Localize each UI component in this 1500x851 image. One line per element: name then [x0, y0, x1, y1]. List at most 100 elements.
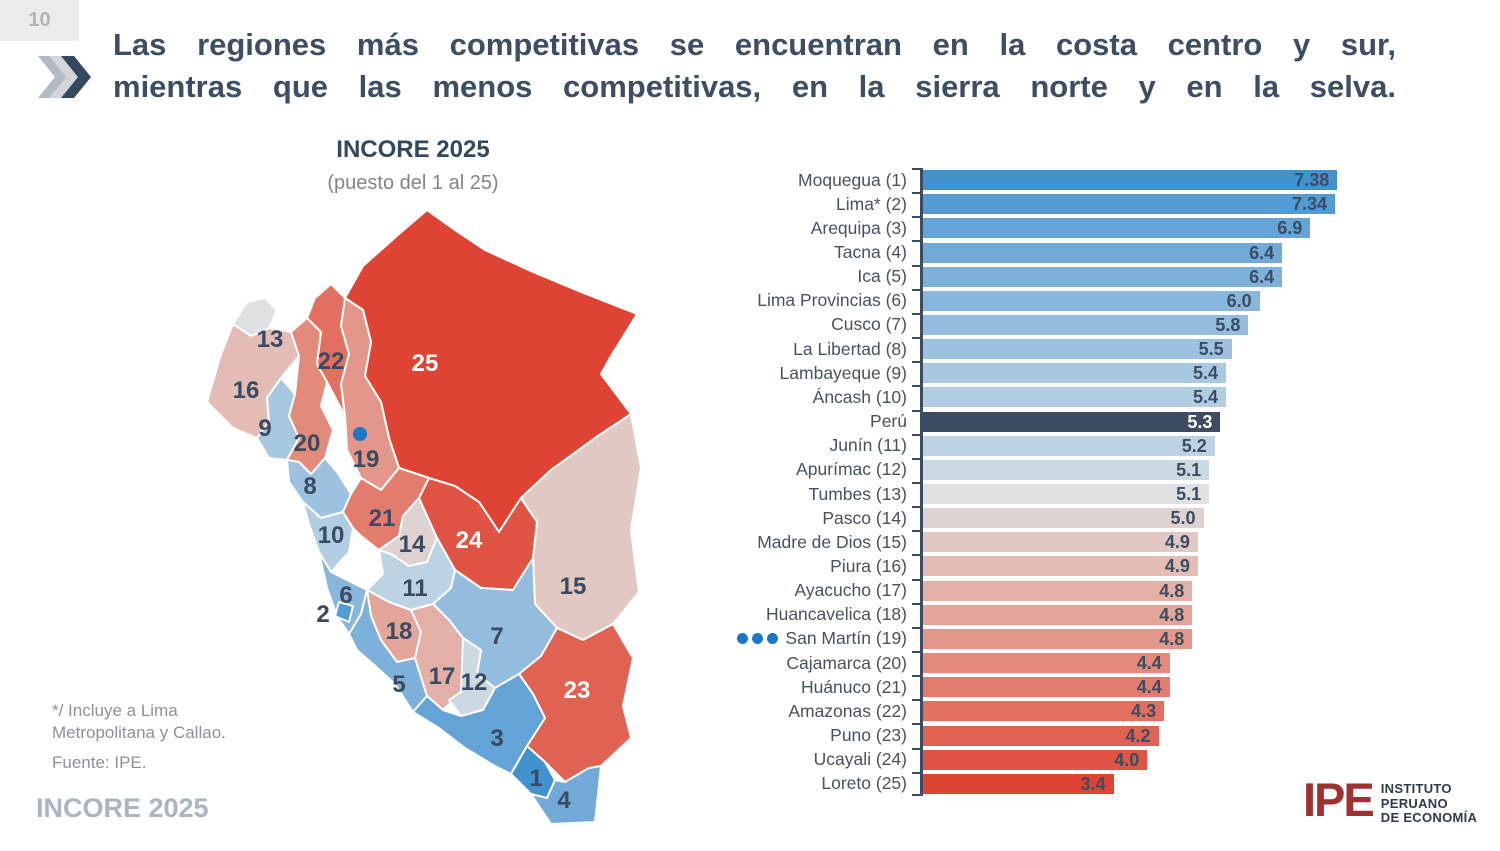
bar-value: 6.4 — [1249, 242, 1275, 263]
map-region-number-11: 11 — [402, 575, 427, 602]
chart-axis-tick — [912, 651, 920, 653]
bar-label-text: Huancavelica (18) — [765, 604, 907, 625]
footnote-source: Fuente: IPE. — [52, 753, 147, 772]
map-region-number-10: 10 — [318, 522, 345, 549]
bar-value: 6.4 — [1249, 266, 1275, 287]
bar: 4.9 — [922, 556, 1198, 577]
bar-label: Huancavelica (18) — [648, 604, 907, 625]
bar: 4.8 — [922, 580, 1193, 601]
map-region-number-4: 4 — [557, 787, 571, 814]
bar: 5.0 — [922, 508, 1204, 529]
slide-title-line1: Las regiones más competitivas se encuent… — [113, 27, 1396, 62]
bar-label-text: La Libertad (8) — [793, 338, 907, 359]
bar-value: 4.4 — [1136, 677, 1162, 698]
bar: 4.4 — [922, 653, 1170, 674]
bar-label: Apurímac (12) — [648, 459, 907, 480]
chart-axis-tick — [912, 626, 920, 629]
chart-axis-tick — [912, 312, 920, 315]
bar-label: Lambayeque (9) — [648, 363, 907, 383]
bar-value: 4.9 — [1164, 556, 1190, 577]
bar-label: San Martín (19) — [648, 628, 907, 649]
bar: 5.4 — [922, 387, 1226, 408]
map-region-lima — [334, 601, 354, 623]
bar: 5.8 — [922, 314, 1249, 335]
chart-axis-tick — [912, 433, 920, 436]
bar: 7.38 — [922, 170, 1338, 191]
map-region-cajamarca — [286, 317, 334, 475]
map-subtitle: (puesto del 1 al 25) — [327, 172, 499, 194]
map-region-number-18: 18 — [386, 618, 413, 645]
bar-value: 5.1 — [1176, 484, 1202, 505]
bar-label: Moquegua (1) — [648, 170, 907, 190]
bar-value: 4.3 — [1131, 701, 1157, 722]
map-region-la-libertad — [286, 457, 352, 519]
map-region-number-7: 7 — [490, 623, 503, 650]
map-region-number-2: 2 — [316, 601, 329, 628]
slide-title-line2: mientras que las menos competitivas, en … — [113, 69, 1396, 104]
map-region-arequipa — [412, 673, 546, 775]
chart-axis-tick — [912, 554, 920, 557]
bar: 5.1 — [922, 459, 1210, 480]
san-martin-highlight-dots-icon — [737, 633, 779, 645]
page-number-text: 10 — [28, 9, 51, 31]
map-region-number-19: 19 — [353, 446, 380, 473]
bar: 5.2 — [922, 435, 1215, 456]
bar-value: 3.4 — [1080, 773, 1106, 794]
chart-axis-tick — [912, 699, 920, 702]
bar-value: 6.9 — [1277, 218, 1303, 239]
bar-value: 5.5 — [1198, 339, 1224, 360]
map-region-number-16: 16 — [233, 377, 260, 404]
chart-axis-tick — [912, 481, 920, 484]
bar-value: 5.2 — [1181, 435, 1207, 456]
bar: 4.9 — [922, 532, 1198, 553]
bar-label: Pasco (14) — [648, 508, 907, 528]
bar-label: Tacna (4) — [648, 242, 907, 263]
bar-label: La Libertad (8) — [648, 339, 907, 359]
bar-label-text: Cajamarca (20) — [786, 652, 907, 673]
bar-value: 4.4 — [1136, 653, 1162, 674]
bar-label: Lima Provincias (6) — [648, 290, 907, 311]
bar-label-text: Loreto (25) — [821, 773, 907, 794]
chart-axis-tick — [912, 506, 920, 509]
bar-value: 7.38 — [1294, 170, 1330, 191]
map-region-number-14: 14 — [399, 531, 426, 558]
map-region-number-17: 17 — [429, 663, 456, 690]
bar-value: 4.0 — [1114, 749, 1140, 770]
footnote-line2: Metropolitana y Callao. — [52, 723, 226, 742]
bar: 4.0 — [922, 749, 1148, 770]
chart-axis-tick — [912, 192, 920, 195]
bar: 5.4 — [922, 363, 1226, 384]
chart-axis-tick — [912, 240, 920, 243]
bar-label: Áncash (10) — [648, 387, 907, 407]
map-region-number-13: 13 — [257, 326, 284, 353]
ipe-logo-text: INSTITUTO PERUANO DE ECONOMÍA — [1381, 781, 1477, 826]
peru-regions-map: 25 13 16 9 20 22 19 8 10 21 14 24 6 11 15 18 7 5 17 12 23 3 1 4… — [203, 206, 663, 846]
bar-label-text: Junín (11) — [829, 435, 908, 456]
bar-value: 4.8 — [1159, 604, 1185, 625]
map-region-number-23: 23 — [564, 677, 591, 704]
bar: 4.8 — [922, 628, 1193, 649]
bar: 4.4 — [922, 677, 1170, 698]
page-number: 10 — [0, 0, 79, 41]
bar: 5.5 — [922, 339, 1232, 360]
map-region--ncash — [302, 501, 354, 573]
bar-label: Madre de Dios (15) — [648, 532, 907, 552]
chart-axis-tick — [912, 578, 920, 581]
bar-label-text: Arequipa (3) — [810, 217, 907, 238]
bar: 3.4 — [922, 773, 1114, 794]
map-region-number-6: 6 — [339, 582, 352, 609]
bar-value: 4.8 — [1159, 628, 1185, 649]
ranking-bar-chart: Moquegua (1) 7.38 Lima* (2) 7.34 Arequipa (3… — [648, 168, 1498, 798]
bar-label: Amazonas (22) — [648, 701, 907, 721]
slide-title: Las regiones más competitivas se encuent… — [113, 24, 1396, 108]
bar-label: Ica (5) — [648, 266, 907, 287]
bar-label: Junín (11) — [648, 435, 908, 456]
chevron-bullet-icon — [38, 56, 96, 98]
chart-axis-tick — [912, 168, 920, 170]
map-region-number-21: 21 — [369, 505, 396, 532]
bar-label-text: Madre de Dios (15) — [757, 531, 907, 552]
map-header: INCORE 2025 (puesto del 1 al 25) — [288, 136, 538, 195]
chart-axis-tick — [912, 409, 920, 412]
bar-value: 5.4 — [1192, 387, 1218, 408]
bar-label: Lima* (2) — [648, 194, 907, 214]
